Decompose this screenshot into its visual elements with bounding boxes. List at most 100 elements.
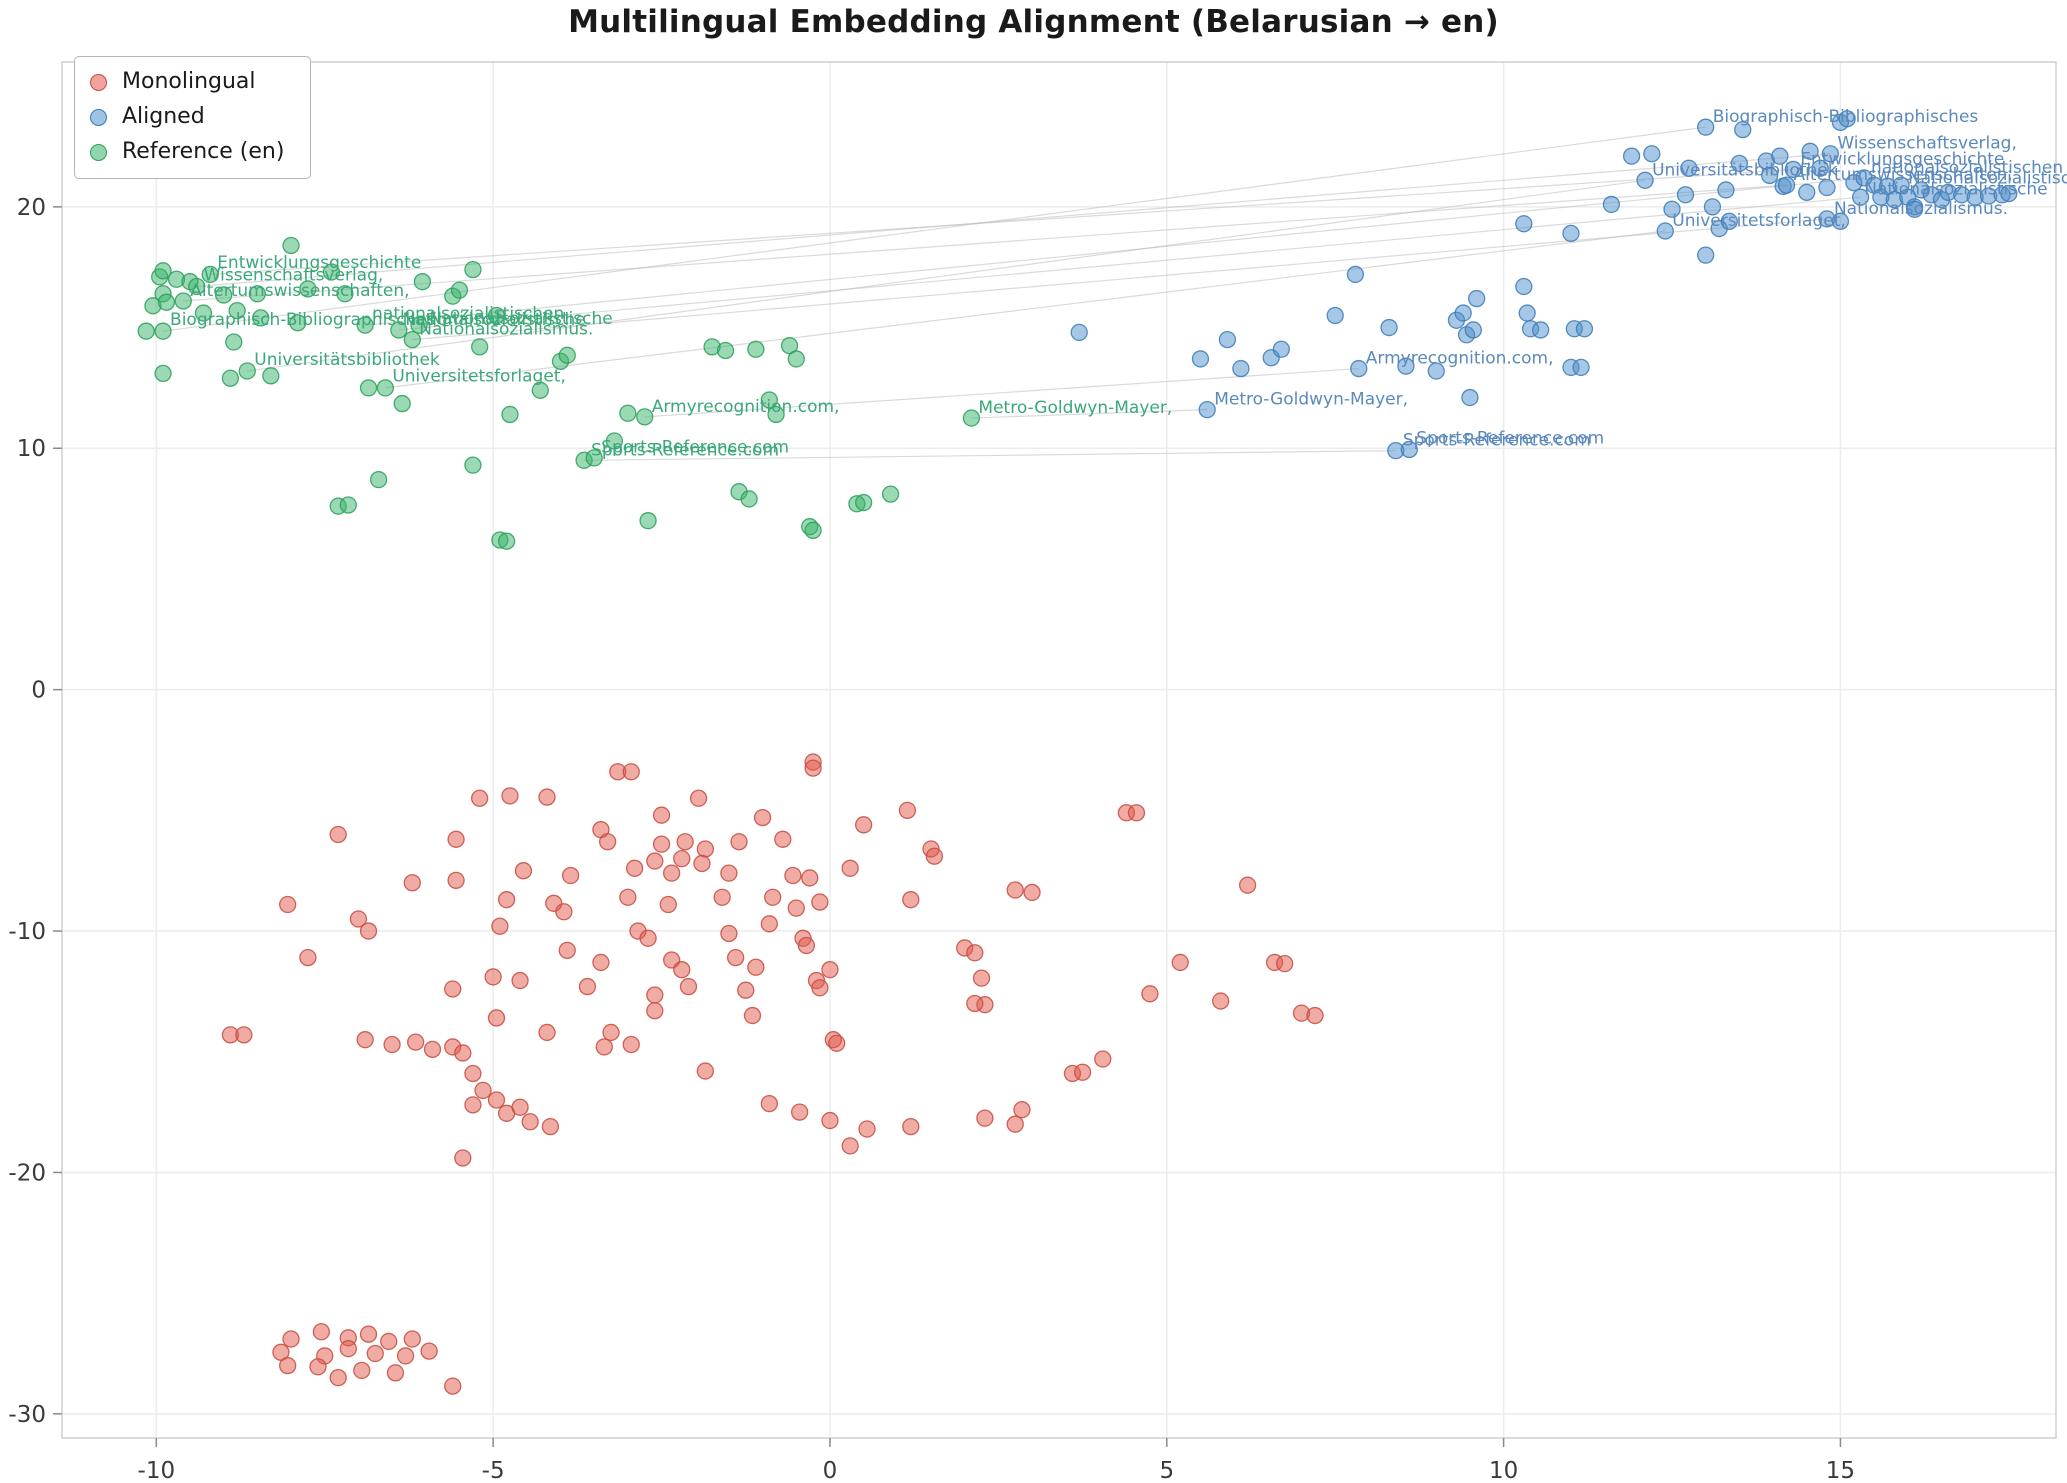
scatter-point-reference xyxy=(767,405,785,424)
scatter-point-reference xyxy=(289,314,307,332)
scatter-point-monolingual xyxy=(1006,881,1024,899)
scatter-point-monolingual xyxy=(474,1081,492,1100)
scatter-point-aligned xyxy=(1703,198,1722,216)
scatter-point-monolingual xyxy=(673,961,691,979)
scatter-point-monolingual xyxy=(902,1117,920,1136)
scatter-point-reference xyxy=(497,532,516,550)
scatter-point-monolingual xyxy=(747,958,765,976)
scatter-point-monolingual xyxy=(828,1034,846,1052)
scatter-point-monolingual xyxy=(696,1062,714,1080)
scatter-point-reference xyxy=(221,369,240,387)
scatter-point-reference xyxy=(215,286,233,304)
scatter-point-reference xyxy=(716,341,735,360)
point-label-reference: Nationalsozialistische xyxy=(402,310,585,330)
scatter-point-monolingual xyxy=(595,1038,613,1056)
scatter-point-reference xyxy=(410,316,428,334)
scatter-point-reference xyxy=(137,322,155,340)
scatter-point-aligned xyxy=(1464,321,1482,339)
scatter-point-monolingual xyxy=(561,866,580,885)
legend-item-monolingual: Monolingual xyxy=(90,69,284,94)
scatter-point-aligned xyxy=(1400,440,1418,459)
scatter-point-monolingual xyxy=(1013,1101,1031,1119)
scatter-point-monolingual xyxy=(1094,1050,1112,1068)
scatter-point-aligned xyxy=(1191,350,1210,368)
scatter-point-monolingual xyxy=(359,1325,378,1343)
legend-marker-monolingual-icon xyxy=(90,73,107,91)
scatter-point-monolingual xyxy=(858,1120,876,1138)
y-tick-label: 0 xyxy=(31,678,46,704)
scatter-point-monolingual xyxy=(599,833,617,851)
scatter-point-aligned xyxy=(1572,358,1590,377)
scatter-point-aligned xyxy=(1676,186,1695,204)
point-label-reference: Universitätsbibliothek xyxy=(254,350,440,370)
scatter-point-monolingual xyxy=(679,977,698,996)
scatter-point-monolingual xyxy=(464,1096,482,1114)
point-label-aligned: Nationalsozialistische xyxy=(1864,180,2047,200)
scatter-point-monolingual xyxy=(790,1103,809,1121)
scatter-point-reference xyxy=(619,404,637,422)
scatter-point-aligned xyxy=(1730,154,1749,173)
scatter-point-monolingual xyxy=(1127,804,1146,822)
scatter-point-monolingual xyxy=(976,1109,994,1127)
scatter-point-monolingual xyxy=(676,833,694,851)
scatter-point-monolingual xyxy=(966,994,984,1013)
scatter-point-monolingual xyxy=(366,1344,384,1363)
scatter-point-aligned xyxy=(1454,304,1472,322)
scatter-point-monolingual xyxy=(804,759,822,777)
scatter-point-monolingual xyxy=(760,915,778,933)
scatter-point-monolingual xyxy=(652,806,671,824)
scatter-point-monolingual xyxy=(652,835,671,853)
scatter-point-reference xyxy=(962,409,981,427)
scatter-point-aligned xyxy=(1697,246,1715,264)
scatter-point-reference xyxy=(585,449,603,467)
scatter-point-monolingual xyxy=(396,1347,415,1365)
point-label-aligned: Sports-Reference.com xyxy=(1416,429,1604,449)
scatter-point-reference xyxy=(450,281,469,299)
scatter-point-aligned xyxy=(1461,388,1479,407)
scatter-point-reference xyxy=(282,236,300,255)
scatter-point-reference xyxy=(501,405,519,424)
scatter-point-monolingual xyxy=(592,953,610,972)
scatter-point-monolingual xyxy=(689,789,708,807)
scatter-point-reference xyxy=(413,273,432,291)
scatter-point-monolingual xyxy=(622,1035,640,1054)
scatter-point-aligned xyxy=(1427,362,1445,380)
scatter-point-reference xyxy=(393,394,411,413)
scatter-point-monolingual xyxy=(555,903,573,921)
scatter-point-aligned xyxy=(1798,183,1816,202)
scatter-point-monolingual xyxy=(279,1356,297,1375)
scatter-point-monolingual xyxy=(403,874,421,892)
scatter-point-monolingual xyxy=(312,1323,331,1341)
alignment-line xyxy=(971,409,1208,419)
scatter-point-monolingual xyxy=(622,763,640,781)
scatter-point-monolingual xyxy=(811,893,829,911)
scatter-point-aligned xyxy=(1801,142,1819,160)
scatter-point-aligned xyxy=(1720,212,1738,230)
scatter-point-monolingual xyxy=(1276,954,1294,973)
scatter-point-reference xyxy=(194,304,213,322)
scatter-point-reference xyxy=(322,263,341,281)
scatter-point-reference xyxy=(225,333,243,351)
scatter-point-reference xyxy=(248,285,267,303)
scatter-point-aligned xyxy=(1515,277,1533,296)
scatter-point-monolingual xyxy=(784,866,802,885)
scatter-point-monolingual xyxy=(497,891,516,909)
scatter-point-monolingual xyxy=(407,1033,425,1051)
scatter-point-reference xyxy=(747,340,765,358)
scatter-point-monolingual xyxy=(487,1091,506,1109)
point-label-aligned: Nationalsozialistische xyxy=(1908,169,2067,189)
scatter-point-aligned xyxy=(1575,320,1594,338)
scatter-point-aligned xyxy=(1070,323,1088,342)
scatter-point-aligned xyxy=(1818,178,1836,197)
point-label-aligned: Entwicklungsgeschichte xyxy=(1800,149,2004,169)
scatter-point-monolingual xyxy=(797,936,816,955)
scatter-point-monolingual xyxy=(353,1361,371,1380)
scatter-point-monolingual xyxy=(329,1368,347,1387)
scatter-point-reference xyxy=(881,485,900,503)
scatter-point-monolingual xyxy=(464,1064,482,1083)
scatter-point-aligned xyxy=(1831,212,1850,230)
scatter-point-monolingual xyxy=(349,910,368,928)
scatter-point-reference xyxy=(336,285,354,303)
point-label-reference: Nationalsozialismus. xyxy=(419,320,593,340)
scatter-point-monolingual xyxy=(359,922,378,940)
